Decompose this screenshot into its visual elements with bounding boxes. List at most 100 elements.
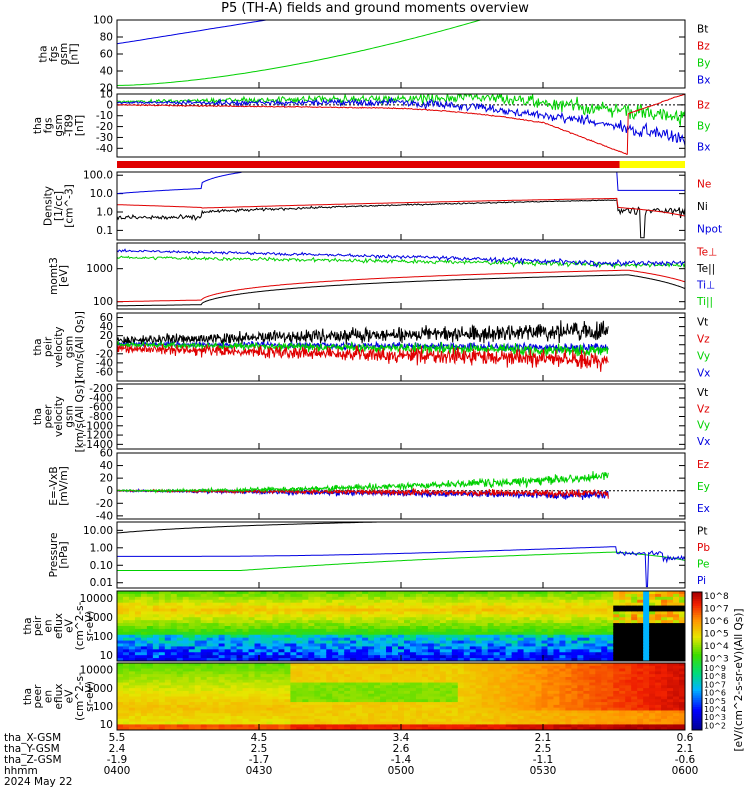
spectrogram-cell (254, 704, 262, 709)
spectrogram-cell (134, 668, 142, 672)
spectrogram-cell (326, 676, 333, 681)
spectrogram-cell (481, 685, 489, 689)
spectrogram-cell (194, 676, 202, 681)
spectrogram-cell (541, 608, 549, 613)
spectrogram-cell (553, 716, 561, 720)
spectrogram-cell (541, 668, 549, 672)
spectrogram-cell (661, 658, 668, 661)
spectrogram-cell (290, 710, 297, 714)
spectrogram-cell (673, 614, 680, 618)
ylabel-line: peir (32, 615, 44, 636)
spectrogram-cell (535, 702, 543, 706)
spectrogram-cell (475, 605, 483, 610)
spectrogram-cell (302, 710, 309, 714)
spectrogram-cell (637, 611, 644, 615)
spectrogram-cell (230, 663, 238, 667)
spectrogram-cell (433, 679, 441, 684)
spectrogram-cell (439, 693, 447, 698)
spectrogram-cell (266, 676, 274, 681)
spectrogram-cell (152, 605, 160, 610)
spectrogram-cell (673, 646, 680, 650)
spectrogram-cell (344, 614, 351, 618)
spectrogram-cell (673, 634, 680, 639)
spectrogram-cell (356, 702, 363, 706)
spectrogram-cell (457, 643, 465, 648)
ylabel-line: (cm^2-s- (74, 672, 86, 721)
spectrogram-cell (392, 718, 399, 723)
series-ni (117, 199, 685, 239)
spectrogram-cell (541, 671, 549, 675)
spectrogram-cell (637, 702, 644, 706)
spectrogram-cell (655, 646, 662, 650)
spectrogram-cell (350, 628, 357, 633)
spectrogram-cell (673, 643, 680, 648)
spectrogram-cell (649, 663, 656, 667)
spectrogram-cell (308, 655, 315, 659)
spectrogram-cell (122, 637, 130, 642)
spectrogram-cell (380, 704, 387, 709)
spectrogram-cell (625, 696, 632, 700)
spectrogram-cell (350, 602, 357, 607)
spectrogram-cell (200, 721, 208, 726)
spectrogram-cell (535, 617, 543, 621)
spectrogram-cell (140, 614, 148, 618)
spectrogram-cell (673, 605, 680, 610)
spectrogram-cell (415, 608, 423, 613)
spectrogram-cell (589, 727, 596, 730)
spectrogram-cell (290, 704, 297, 709)
spectrogram-cell (469, 682, 477, 686)
colorbar-cell (692, 672, 702, 676)
spectrogram-cell (278, 649, 286, 653)
spectrogram-cell (278, 593, 286, 598)
spectrogram-cell (356, 620, 363, 624)
spectrogram-cell (146, 599, 154, 604)
spectrogram-cell (134, 608, 142, 613)
spectrogram-cell (164, 727, 172, 730)
spectrogram-cell (266, 663, 274, 667)
spectrogram-cell (595, 682, 602, 686)
spectrogram-cell (158, 663, 166, 667)
x-axis-value: -1.7 (249, 754, 270, 766)
spectrogram-cell (643, 605, 650, 610)
spectrogram-cell (182, 674, 190, 678)
spectrogram-cell (170, 704, 178, 709)
spectrogram-cell (493, 704, 501, 709)
spectrogram-cell (260, 679, 268, 684)
series-by (117, 94, 685, 126)
spectrogram-cell (230, 605, 238, 610)
spectrogram-cell (308, 676, 315, 681)
spectrogram-cell (218, 649, 226, 653)
spectrogram-cell (212, 727, 220, 730)
spectrogram-cell (266, 685, 274, 689)
spectrogram-cell (427, 596, 435, 601)
spectrogram-cell (236, 655, 244, 659)
spectrogram-cell (457, 665, 465, 670)
spectrogram-cell (643, 718, 650, 723)
colorbar-cell (692, 707, 702, 710)
spectrogram-cell (409, 602, 417, 607)
spectrogram-cell (392, 643, 399, 648)
spectrogram-cell (409, 631, 417, 636)
spectrogram-cell (589, 602, 596, 607)
spectrogram-cell (643, 685, 650, 689)
spectrogram-cell (398, 718, 405, 723)
colorbar-tick-label: 10^4 (704, 705, 726, 714)
spectrogram-cell (188, 676, 196, 681)
spectrogram-cell (631, 628, 638, 633)
spectrogram-cell (344, 685, 351, 689)
colorbar-cell (692, 608, 702, 611)
spectrogram-cell (230, 724, 238, 728)
spectrogram-cell (392, 721, 399, 726)
spectrogram-cell (589, 679, 596, 684)
spectrogram-cell (673, 704, 680, 709)
spectrogram-cell (152, 617, 160, 621)
spectrogram-cell (380, 663, 387, 667)
spectrogram-cell (266, 602, 274, 607)
spectrogram-cell (320, 696, 327, 700)
spectrogram-cell (338, 605, 345, 610)
spectrogram-cell (427, 608, 435, 613)
spectrogram-cell (254, 640, 262, 645)
spectrogram-cell (661, 599, 668, 604)
spectrogram-cell (445, 620, 453, 624)
spectrogram-cell (308, 727, 315, 730)
